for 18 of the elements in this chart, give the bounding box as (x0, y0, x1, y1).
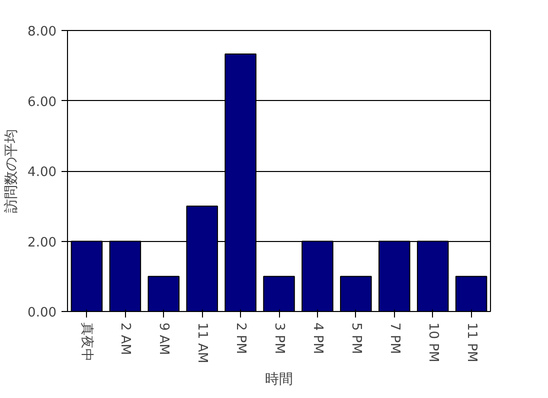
y-tick-label: 8.00 (28, 24, 57, 40)
x-tick-label: 真夜中 (79, 322, 96, 362)
x-tick-label: 11 PM (464, 322, 479, 362)
x-tick-label: 10 PM (425, 322, 440, 362)
y-tick-label: 4.00 (28, 165, 57, 180)
x-tick-label: 9 AM (156, 322, 172, 356)
y-axis-title: 訪問数の平均 (4, 129, 20, 213)
x-tick-label: 4 PM (310, 322, 325, 354)
x-tick-label: 7 PM (386, 322, 402, 354)
x-tick-label: 3 PM (272, 322, 286, 354)
x-tick-label: 5 PM (348, 322, 364, 354)
x-tick-label: 11 AM (194, 322, 210, 364)
y-tick-label: 0.00 (28, 306, 57, 320)
y-tick-label: 2.00 (28, 235, 57, 250)
x-tick-label: 2 AM (118, 322, 133, 356)
x-axis-title: 時間 (265, 371, 293, 388)
y-tick-label: 6.00 (28, 94, 57, 110)
x-tick-label: 2 PM (233, 322, 248, 354)
